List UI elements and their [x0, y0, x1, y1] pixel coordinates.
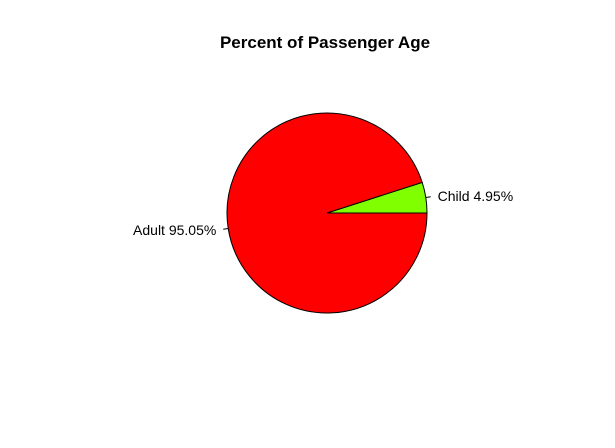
- slice-label-adult: Adult 95.05%: [133, 222, 216, 238]
- slice-label-child: Child 4.95%: [438, 188, 514, 204]
- labels-layer: Child 4.95% Adult 95.05%: [133, 188, 513, 238]
- pie-slice-adult: [226, 112, 428, 314]
- chart-title: Percent of Passenger Age: [220, 33, 430, 52]
- leader-line-adult: [223, 227, 229, 230]
- slices-layer: [226, 112, 428, 314]
- leader-line-child: [425, 196, 431, 199]
